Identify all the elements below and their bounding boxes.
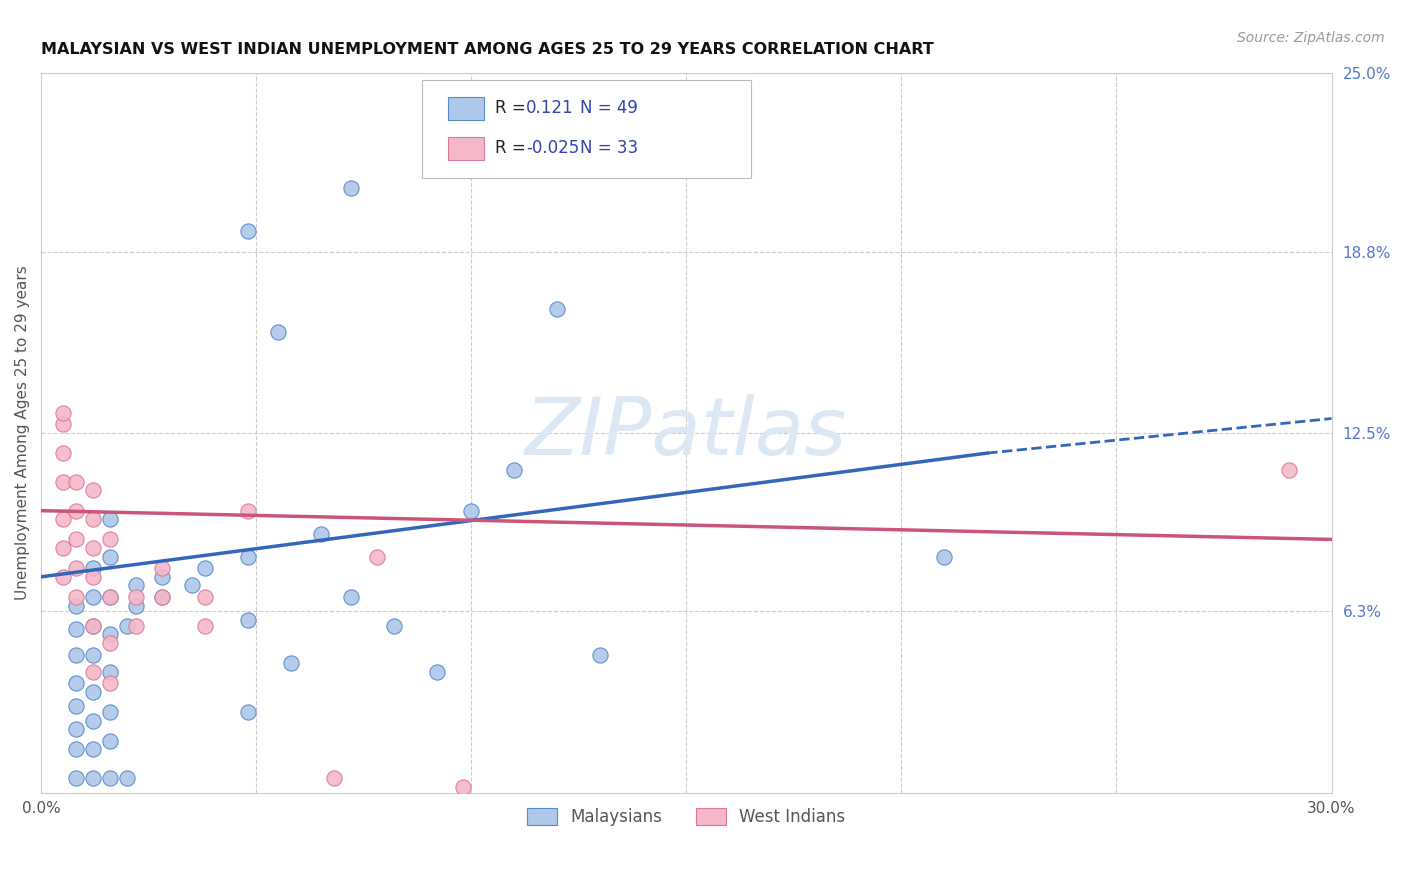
Point — [98, 533, 121, 547]
Point — [98, 590, 121, 604]
Point — [82, 619, 104, 633]
Point — [589, 648, 612, 662]
Point — [115, 771, 138, 785]
Point — [150, 590, 173, 604]
FancyBboxPatch shape — [422, 80, 751, 178]
Point — [98, 665, 121, 679]
Point — [1277, 463, 1299, 477]
Point — [82, 648, 104, 662]
Point — [82, 742, 104, 756]
Point — [426, 665, 449, 679]
Point — [82, 714, 104, 728]
Point — [150, 590, 173, 604]
Point — [65, 533, 87, 547]
Point — [236, 225, 259, 239]
Point — [266, 325, 288, 339]
Point — [503, 463, 526, 477]
Text: ZIPatlas: ZIPatlas — [526, 394, 848, 472]
Point — [150, 570, 173, 584]
Point — [451, 101, 474, 115]
Point — [180, 578, 202, 592]
Point — [52, 446, 75, 460]
Point — [98, 627, 121, 641]
Point — [98, 512, 121, 526]
Point — [193, 619, 215, 633]
Text: Source: ZipAtlas.com: Source: ZipAtlas.com — [1237, 31, 1385, 45]
Point — [125, 578, 148, 592]
Point — [82, 590, 104, 604]
Point — [82, 685, 104, 699]
Point — [236, 549, 259, 564]
Point — [340, 590, 363, 604]
Point — [82, 570, 104, 584]
Point — [98, 705, 121, 719]
Point — [65, 648, 87, 662]
Point — [322, 771, 344, 785]
Point — [82, 771, 104, 785]
Point — [309, 526, 332, 541]
Point — [82, 483, 104, 498]
Point — [98, 771, 121, 785]
Point — [382, 619, 405, 633]
Point — [65, 475, 87, 489]
Point — [82, 541, 104, 555]
Point — [280, 656, 302, 670]
Point — [98, 734, 121, 748]
Text: MALAYSIAN VS WEST INDIAN UNEMPLOYMENT AMONG AGES 25 TO 29 YEARS CORRELATION CHAR: MALAYSIAN VS WEST INDIAN UNEMPLOYMENT AM… — [41, 42, 934, 57]
Text: N = 33: N = 33 — [581, 139, 638, 157]
Point — [82, 561, 104, 575]
Point — [65, 723, 87, 737]
Bar — [447, 136, 484, 160]
Point — [98, 636, 121, 650]
Legend: Malaysians, West Indians: Malaysians, West Indians — [519, 800, 853, 835]
Point — [98, 590, 121, 604]
Text: R =: R = — [495, 139, 531, 157]
Point — [236, 705, 259, 719]
Point — [366, 549, 388, 564]
Point — [52, 406, 75, 420]
Point — [115, 619, 138, 633]
Point — [65, 561, 87, 575]
Point — [52, 512, 75, 526]
Point — [546, 302, 568, 317]
Point — [65, 742, 87, 756]
Text: R =: R = — [495, 99, 531, 118]
Point — [125, 590, 148, 604]
Point — [65, 771, 87, 785]
Point — [451, 780, 474, 794]
Point — [98, 549, 121, 564]
Point — [65, 599, 87, 613]
Text: -0.025: -0.025 — [526, 139, 579, 157]
Point — [52, 475, 75, 489]
Text: N = 49: N = 49 — [581, 99, 638, 118]
Point — [82, 512, 104, 526]
Point — [125, 599, 148, 613]
Y-axis label: Unemployment Among Ages 25 to 29 years: Unemployment Among Ages 25 to 29 years — [15, 266, 30, 600]
Point — [82, 665, 104, 679]
Point — [65, 503, 87, 517]
Point — [65, 590, 87, 604]
Point — [236, 503, 259, 517]
Point — [236, 613, 259, 627]
Point — [340, 181, 363, 195]
Point — [52, 541, 75, 555]
Point — [65, 622, 87, 636]
Point — [125, 619, 148, 633]
Point — [193, 590, 215, 604]
Point — [98, 676, 121, 690]
Point — [193, 561, 215, 575]
Point — [52, 417, 75, 432]
Bar — [447, 97, 484, 120]
Point — [460, 503, 482, 517]
Point — [65, 699, 87, 714]
Point — [52, 570, 75, 584]
Point — [65, 676, 87, 690]
Point — [150, 561, 173, 575]
Point — [82, 619, 104, 633]
Point — [934, 549, 956, 564]
Text: 0.121: 0.121 — [526, 99, 574, 118]
